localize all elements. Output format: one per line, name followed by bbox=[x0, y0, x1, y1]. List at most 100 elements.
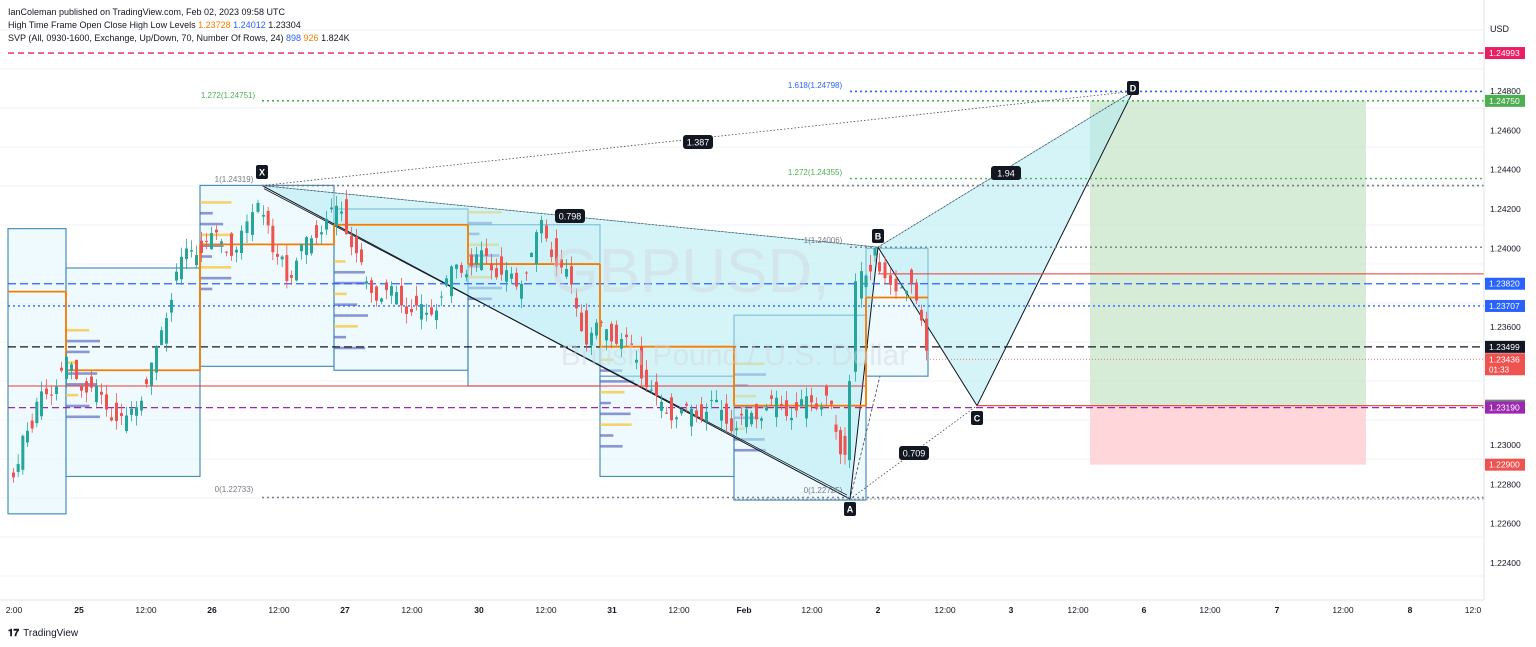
levels-layer bbox=[8, 52, 1484, 500]
fib-label: 1(1.24319) bbox=[215, 175, 254, 184]
indicator-2-legend[interactable]: SVP (All, 0930-1600, Exchange, Up/Down, … bbox=[8, 32, 350, 45]
candle-body bbox=[405, 306, 408, 314]
price-badge bbox=[1485, 47, 1525, 60]
price-badge bbox=[1485, 340, 1525, 353]
x-tick-label: 12:00 bbox=[801, 605, 823, 615]
y-tick-label: 1.24600 bbox=[1490, 125, 1521, 135]
volume-profile-bar bbox=[66, 393, 79, 397]
candle-body bbox=[410, 309, 413, 313]
fib-label: 0(1.22733) bbox=[215, 485, 254, 494]
candle-body bbox=[830, 400, 833, 405]
candle-body bbox=[710, 399, 713, 401]
y-tick-label: 1.22400 bbox=[1490, 558, 1521, 568]
candle-body bbox=[145, 379, 148, 385]
candle-body bbox=[185, 248, 188, 260]
watermark-layer: GBPUSD, British Pound / U.S. Dollar bbox=[550, 237, 909, 372]
candle-body bbox=[100, 391, 103, 395]
candle-body bbox=[340, 211, 343, 214]
candle-body bbox=[860, 271, 863, 299]
volume-profile-bar bbox=[200, 287, 213, 291]
candle-body bbox=[271, 225, 275, 253]
candle-body bbox=[889, 275, 892, 285]
price-badge-text: 1.23707 bbox=[1489, 301, 1520, 311]
volume-profile-bar bbox=[66, 361, 79, 365]
volume-profile-bar bbox=[334, 292, 347, 296]
candle-body bbox=[740, 413, 743, 416]
candle-body bbox=[640, 346, 643, 379]
candle-body bbox=[815, 403, 818, 409]
price-badge-countdown: 01:33 bbox=[1489, 365, 1510, 374]
candle-body bbox=[235, 249, 238, 253]
candle-body bbox=[834, 424, 838, 432]
candle-body bbox=[295, 260, 298, 281]
price-badge bbox=[1485, 458, 1525, 471]
volume-profile-bar bbox=[200, 222, 224, 226]
price-badge-text: 1.23190 bbox=[1489, 403, 1520, 413]
candle-body bbox=[30, 420, 34, 429]
candle-body bbox=[150, 362, 153, 386]
candle-body bbox=[925, 318, 928, 351]
price-badge-text: 1.22900 bbox=[1489, 460, 1520, 470]
x-tick-label: 12:00 bbox=[934, 605, 956, 615]
indicator-1-legend[interactable]: High Time Frame Open Close High Low Leve… bbox=[8, 19, 350, 32]
candle-body bbox=[276, 253, 279, 257]
x-tick-label: 8 bbox=[1408, 605, 1413, 615]
volume-profile-bar bbox=[334, 346, 366, 350]
candle-body bbox=[450, 266, 453, 297]
candle-body bbox=[90, 376, 93, 388]
pattern-leg bbox=[976, 91, 1134, 406]
volume-profile-bar bbox=[200, 211, 213, 215]
fib-label: 1(1.24006) bbox=[804, 236, 843, 245]
volume-profile-bar bbox=[600, 434, 614, 437]
candle-body bbox=[365, 281, 368, 284]
candle-body bbox=[350, 235, 353, 248]
candle-body bbox=[12, 472, 15, 478]
price-badge bbox=[1485, 353, 1525, 376]
candle-body bbox=[535, 232, 538, 265]
candle-body bbox=[869, 264, 872, 272]
candle-body bbox=[715, 399, 718, 403]
candle-body bbox=[370, 280, 373, 293]
candle-body bbox=[730, 418, 733, 432]
fib-label: 1.618(1.24798) bbox=[788, 81, 843, 90]
candle-body bbox=[225, 251, 228, 253]
candle-body bbox=[915, 282, 918, 301]
candle-body bbox=[560, 259, 563, 268]
candle-body bbox=[251, 212, 254, 235]
candle-body bbox=[555, 238, 558, 267]
ratio-label: 1.387 bbox=[687, 138, 710, 148]
candle-body bbox=[790, 417, 793, 421]
pattern-point-c: C bbox=[974, 414, 981, 424]
candle-body bbox=[390, 286, 393, 296]
pattern-point-d: D bbox=[1130, 84, 1137, 94]
candle-body bbox=[585, 310, 588, 345]
candle-body bbox=[625, 334, 628, 338]
candle-body bbox=[220, 241, 223, 244]
ratio-label-box bbox=[991, 166, 1021, 180]
candle-body bbox=[770, 395, 773, 399]
candle-body bbox=[495, 268, 498, 278]
x-tick-label: Feb bbox=[736, 605, 751, 615]
candle-body bbox=[685, 403, 688, 406]
candle-body bbox=[520, 283, 523, 299]
tradingview-footer[interactable]: 𝟏𝟕 TradingView bbox=[8, 628, 78, 639]
candle-body bbox=[170, 299, 173, 313]
price-badge-text: 1.24750 bbox=[1489, 96, 1520, 106]
annotation-labels-layer: X A B C D 0.798 1.387 0.709 1.94 1(1.24319) 0(1.22… bbox=[201, 81, 1139, 516]
volume-profile-bar bbox=[66, 415, 100, 419]
candle-body bbox=[245, 221, 249, 234]
candle-body bbox=[385, 282, 388, 291]
pattern-point-a: A bbox=[847, 505, 854, 515]
candle-body bbox=[873, 248, 877, 256]
candle-body bbox=[610, 323, 613, 342]
candle-body bbox=[55, 386, 58, 395]
candle-body bbox=[195, 255, 198, 266]
candle-body bbox=[825, 386, 828, 396]
candle-body bbox=[480, 250, 483, 271]
candle-body bbox=[75, 359, 78, 379]
candle-body bbox=[380, 298, 383, 302]
x-tick-label: 7 bbox=[1275, 605, 1280, 615]
candle-body bbox=[445, 278, 448, 286]
candle-body bbox=[215, 229, 218, 233]
